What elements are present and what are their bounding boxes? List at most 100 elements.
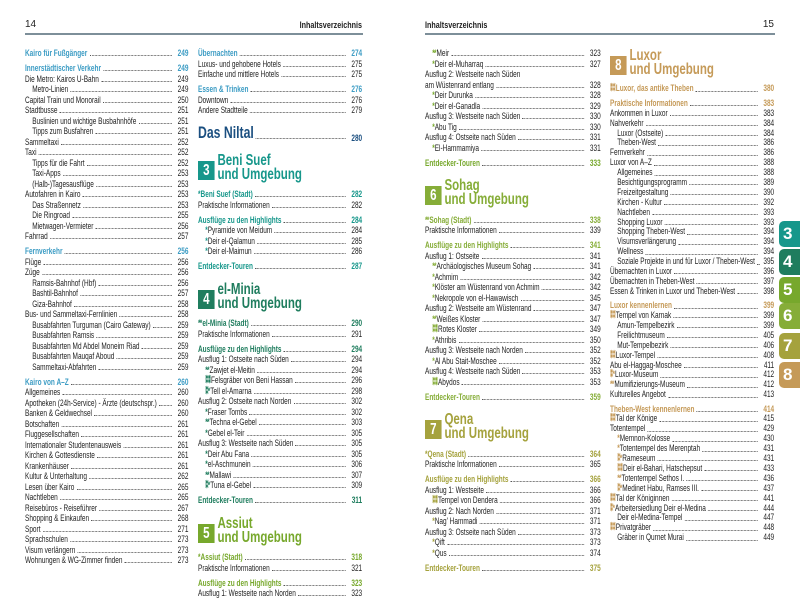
entry-label: Deir el-Qalamun [207,235,255,246]
star-rating-icon: ** [205,364,209,375]
page-number: 371 [589,516,601,526]
entry-label: Sammeltaxi [25,136,59,147]
page-number: 256 [177,267,189,277]
dot-leader [61,425,172,427]
star-rating-icon: * [205,427,208,438]
entry-label: Tipps für die Fahrt [32,157,85,168]
page-number: 251 [177,126,189,136]
entry-label: Ausflug 2: Nach Norden [425,505,494,516]
chapter-title-name: el-Minia [217,280,261,298]
dot-leader [70,383,172,385]
toc-section-heading: Kairo von A–Z 260 [25,377,188,388]
page-number: 259 [177,330,189,340]
entry-label: Ausflug 2: Westseite am Wüstenrand [425,303,532,313]
entry-label: Capital Train und Monorail [25,94,101,105]
dot-leader [674,273,758,275]
dot-leader [98,284,172,286]
dot-leader [479,331,585,332]
chapter-heading: 5 Assiut und Umgebung [198,515,362,548]
dot-leader [152,326,172,328]
entry-label: Deir el-Ganadla [434,100,481,111]
toc-entry: Flüge 256 [25,257,188,268]
star-rating-icon: ** [610,379,614,390]
star-rating-icon: ⁑* [610,369,615,380]
dot-leader [668,396,758,398]
page-number: 271 [177,523,189,534]
page-number: 252 [177,136,189,147]
dot-leader [258,424,346,425]
dot-leader [510,247,585,248]
page-number: 252 [177,147,189,157]
page-number: 318 [351,552,363,562]
page-number: 261 [177,450,189,460]
entry-label: Ausflüge zu den Highlights [198,343,282,354]
toc-entry: ⁑⁑ Abydos 353 [425,376,600,388]
page-number: 280 [351,132,363,143]
entry-label: Ausflug 1: Ostseite [425,250,480,261]
dot-leader [97,457,172,458]
entry-label: Giza-Bahnhof [32,298,72,309]
entry-label: Meir [436,48,450,58]
dot-leader [82,206,172,208]
page-number: 256 [177,246,189,256]
star-rating-icon: ** [617,472,621,483]
page-number: 275 [351,69,363,79]
dot-leader [676,327,758,329]
dot-leader [665,134,758,136]
chapter-title: Qena und Umgebung [444,412,529,442]
dot-leader [664,204,758,206]
entry-label: Metro-Linien [32,84,69,94]
page-number: 448 [763,522,775,533]
toc-entry: Ausflug 3: Westseite nach Norden 352 [425,345,601,356]
entry-label: Ausflug 1: Ostseite nach Süden [198,354,289,364]
toc-entry: Deir el-Medina-Tempel 447 [610,512,775,523]
toc-entry: ** Mallawi 307 [198,470,362,481]
entry-label: Das Straßennetz [32,199,81,210]
chapter-title-subtitle: und Umgebung [444,425,529,442]
toc-entry: * Totentempel des Merenptah 431 [610,443,774,454]
page-number: 399 [763,300,775,311]
toc-entry: Besichtigungsprogramm 389 [610,177,774,188]
entry-label: Rotes Kloster [437,324,477,334]
page-number: 330 [589,121,601,132]
toc-entry: ** Mumifizierungs-Museum 412 [610,379,774,390]
entry-label: Allgemeines [617,167,653,178]
dot-leader [446,544,585,545]
page-number: 323 [589,48,601,58]
chapter-title: Beni Suef und Umgebung [217,152,301,182]
dot-leader [91,520,172,521]
entry-label: Visum verlängern [25,544,76,555]
dot-leader [653,164,758,166]
dot-leader [757,263,760,265]
page-number: 333 [589,157,601,168]
dot-leader [498,362,585,364]
dot-leader [81,436,172,437]
dot-leader [684,519,758,521]
page-number: 383 [763,107,775,118]
entry-label: Lesen über Kairo [25,481,75,492]
dot-leader [482,569,585,571]
page-number: 447 [763,512,775,523]
star-rating-icon: ⁑⁑ [432,376,438,387]
toc-section-heading: Kairo für Fußgänger 249 [25,48,188,59]
dot-leader [683,366,758,368]
entry-label: Tuna el-Gebel [210,480,252,490]
page-number: 364 [589,448,601,459]
page-number: 255 [177,210,189,220]
toc-entry: Wohnungen & WG-Zimmer finden 273 [25,555,188,566]
entry-label: Athribis [434,334,457,345]
star-rating-icon: ** [198,318,202,328]
entry-label: Kairo von A–Z [25,376,69,387]
entry-label: Memnon-Kolosse [619,433,671,444]
page-number: 366 [589,484,601,495]
entry-label: Downtown [198,94,229,105]
toc-entry: ⁑⁑ Tal der Königinnen 441 [610,493,774,504]
toc-entry: Soziale Projekte in und für Luxor / Theb… [610,256,774,267]
toc-section-heading: Luxor kennenlernen 399 [610,300,775,311]
toc-entry: Übernachten in Luxor 396 [610,266,774,277]
page-number: 259 [177,340,189,351]
page-number: 366 [589,495,601,505]
dot-leader [249,112,346,113]
entry-label: Weißes Kloster [436,313,481,324]
dot-leader [448,554,585,556]
